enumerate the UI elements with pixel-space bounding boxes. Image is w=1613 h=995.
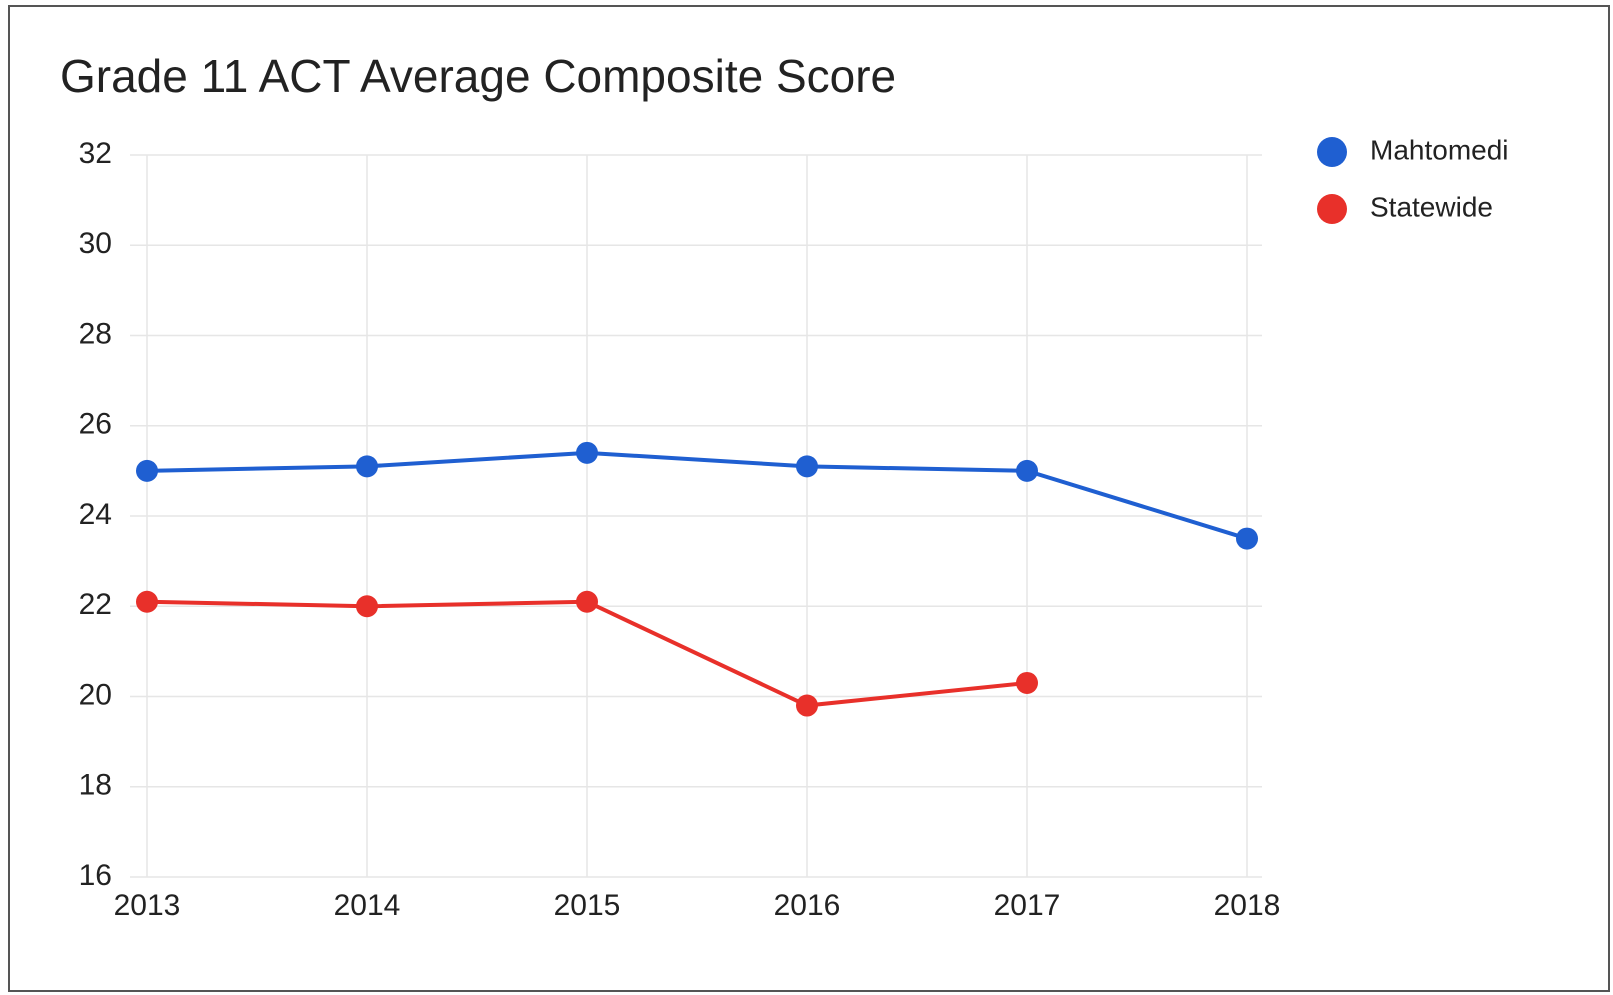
legend-marker [1317, 194, 1347, 224]
y-tick-label: 20 [79, 678, 112, 711]
frame [8, 5, 1610, 992]
x-tick-label: 2015 [554, 889, 621, 922]
data-point [136, 590, 158, 613]
y-tick-label: 24 [79, 498, 112, 531]
data-point [136, 459, 158, 482]
y-tick-label: 18 [79, 769, 112, 802]
y-tick-label: 22 [79, 588, 112, 621]
series-line [146, 450, 1248, 541]
legend-label: Statewide [1370, 191, 1493, 222]
x-tick-label: 2017 [994, 889, 1061, 922]
data-point [1016, 671, 1038, 694]
y-tick-label: 30 [79, 227, 112, 260]
chart-title: Grade 11 ACT Average Composite Score [60, 50, 896, 102]
data-point [796, 455, 818, 478]
data-point [576, 441, 598, 464]
y-tick-label: 32 [79, 137, 112, 170]
x-tick-label: 2014 [334, 889, 401, 922]
legend-label: Mahtomedi [1370, 134, 1509, 165]
y-tick-label: 28 [79, 317, 112, 350]
x-tick-label: 2016 [774, 889, 841, 922]
x-tick-label: 2018 [1214, 889, 1281, 922]
y-tick-label: 16 [79, 859, 112, 892]
data-point [356, 595, 378, 618]
y-tick-label: 26 [79, 408, 112, 441]
data-point [576, 590, 598, 613]
x-tick-label: 2013 [114, 889, 181, 922]
data-point [1236, 527, 1258, 550]
legend-marker [1317, 137, 1347, 167]
data-point [796, 694, 818, 717]
data-point [1016, 459, 1038, 482]
data-point [356, 455, 378, 478]
